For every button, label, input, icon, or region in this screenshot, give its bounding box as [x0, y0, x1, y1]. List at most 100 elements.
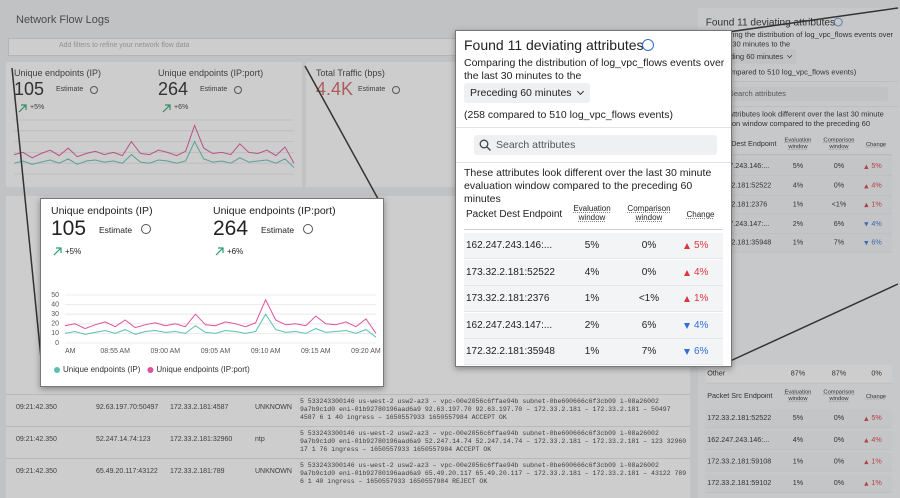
attribute-row[interactable]: 173.32.2.181:2376 1% <1% 1%: [705, 195, 893, 215]
trend-icon: [53, 247, 62, 256]
window-value: Preceding 60 minutes: [710, 52, 784, 61]
attribute-row[interactable]: 172.33.2.181:59108 1% 0% 1%: [705, 452, 893, 472]
comparison-value: 7%: [833, 238, 845, 247]
search-placeholder: Search attributes: [728, 89, 786, 99]
panel-title: Found 11 deviating attributes: [705, 16, 836, 28]
search-handle: [486, 146, 491, 151]
metric-value: 4.4K: [316, 79, 354, 99]
y-tick-label: 30: [51, 311, 59, 318]
column-header: Change: [686, 210, 715, 219]
row-divider: [6, 458, 690, 459]
trend-arrow: [215, 247, 224, 256]
attribute-value: 162.247.243.147:...: [707, 219, 770, 228]
attribute-row[interactable]: 162.247.243.147:... 2% 6% 4%: [705, 214, 893, 234]
line-series: [64, 298, 377, 334]
metric-label: Unique endpoints (IP): [51, 205, 153, 217]
comparison-value: 0%: [833, 457, 845, 466]
change-arrow: [684, 269, 690, 276]
info-icon: [234, 86, 242, 94]
metric-change: +6%: [227, 247, 244, 256]
attribute-row[interactable]: 173.32.2.181:2376 1% <1% 1%: [464, 286, 723, 312]
metric-change: +5%: [30, 104, 45, 111]
attribute-value: 172.33.2.181:59102: [707, 479, 772, 488]
trend-arrow: [162, 104, 171, 113]
log-source: 65.49.20.117:43122: [96, 468, 158, 475]
comparison-value: 6%: [833, 219, 845, 228]
attribute-row[interactable]: 162.247.243.146:... 5% 0% 5%: [705, 157, 893, 177]
legend-swatch: [147, 367, 154, 373]
legend-swatch: [54, 367, 60, 373]
attribute-row[interactable]: 173.32.2.181:52522 4% 0% 4%: [464, 259, 723, 286]
column-header: Evaluation window: [784, 388, 812, 402]
column-header: Evaluation window: [784, 136, 812, 150]
change-arrow: [864, 240, 869, 246]
attribute-row[interactable]: 162.247.243.147:... 2% 6% 4%: [464, 312, 723, 339]
panel-count: (258 compared to 510 log_vpc_flows event…: [705, 68, 857, 77]
log-destination: 172.33.2.181:789: [170, 468, 225, 475]
change-value: 0%: [871, 369, 882, 378]
column-header: Comparison window: [823, 388, 855, 402]
log-time: 09:21:42.350: [16, 436, 57, 443]
evaluation-value: 1%: [792, 200, 804, 209]
y-tick-label: 40: [51, 301, 59, 308]
evaluation-value: 87%: [790, 369, 806, 378]
header-divider: [705, 154, 893, 156]
legend-label: Unique endpoints (IP): [63, 365, 141, 374]
attribute-row[interactable]: 172.32.2.181:35948 1% 7% 6%: [464, 339, 723, 365]
attribute-row[interactable]: Other 87% 87% 0%: [705, 364, 893, 384]
attribute-row[interactable]: 173.32.2.181:52522 4% 0% 4%: [705, 176, 893, 196]
evaluation-value: 5%: [792, 162, 804, 171]
help-icon: [642, 39, 654, 51]
comparison-value: 0%: [641, 266, 657, 278]
change-arrow: [684, 243, 690, 249]
change-value: 4%: [871, 181, 882, 190]
change-arrow: [684, 296, 690, 302]
line-chart: 0 10 20 30 40 50 AM 08:55 AM 09:00 AM 09:05 AM 09:…: [51, 292, 381, 374]
attribute-row[interactable]: 172.33.2.181:59102 1% 0% 1%: [705, 474, 893, 493]
attribute-value: 172.33.2.181:59108: [707, 457, 772, 466]
y-tick-label: 10: [51, 330, 59, 337]
change-value: 1%: [694, 293, 709, 304]
comparison-value: 0%: [641, 240, 657, 251]
comparison-value: 0%: [833, 181, 845, 190]
info-icon: [303, 224, 313, 234]
trend-icon: [162, 104, 171, 113]
window-dropdown[interactable]: Preceding 60 minutes: [464, 83, 590, 103]
attribute-value: 162.247.243.146:...: [707, 436, 770, 445]
attribute-value: 173.32.2.181:2376: [707, 200, 768, 209]
x-tick-label: 09:15 AM: [301, 348, 331, 355]
change-arrow: [684, 349, 690, 355]
metric-note: Estimate: [56, 86, 84, 93]
attribute-row[interactable]: 172.33.2.181:52522 5% 0% 5%: [705, 409, 893, 429]
column-header: Evaluation window: [573, 204, 611, 222]
header-divider: [464, 229, 723, 230]
search-icon: [479, 139, 491, 151]
line-series: [64, 313, 377, 338]
change-value: 5%: [871, 414, 882, 423]
attribute-row[interactable]: 162.247.243.146:... 4% 0% 4%: [705, 431, 893, 450]
log-source: 92.63.197.70:50497: [96, 404, 159, 411]
x-tick-label: 09:20 AM: [351, 348, 381, 355]
y-tick-label: 0: [55, 340, 59, 347]
comparison-value: 6%: [641, 319, 657, 331]
log-destination: 172.33.2.181:32960: [170, 436, 233, 443]
change-value: 1%: [871, 200, 882, 209]
evaluation-value: 4%: [792, 181, 804, 190]
attribute-row[interactable]: 172.32.2.181:35948 1% 7% 6%: [705, 233, 893, 253]
attribute-header: Packet Dest Endpoint: [466, 210, 563, 219]
row-divider: [6, 426, 690, 427]
log-time: 09:21:42.350: [16, 468, 57, 475]
divider: [456, 127, 731, 128]
log-message: 5 533243300146 us-west-2 usw2-az3 – vpc-…: [300, 462, 687, 485]
comparison-value: 0%: [833, 414, 845, 423]
trend-arrow: [18, 104, 27, 113]
change-value: 4%: [871, 219, 882, 228]
metric-label: Unique endpoints (IP): [14, 68, 102, 78]
search-placeholder: Search attributes: [496, 139, 576, 151]
attribute-row[interactable]: 162.247.243.146:... 5% 0% 5%: [464, 233, 723, 259]
search-box[interactable]: Search attributes: [474, 135, 717, 155]
change-value: 5%: [871, 162, 882, 171]
trend-icon: [215, 247, 224, 256]
panel-count: (258 compared to 510 log_vpc_flows event…: [464, 109, 673, 121]
log-protocol: ntp: [255, 436, 265, 443]
